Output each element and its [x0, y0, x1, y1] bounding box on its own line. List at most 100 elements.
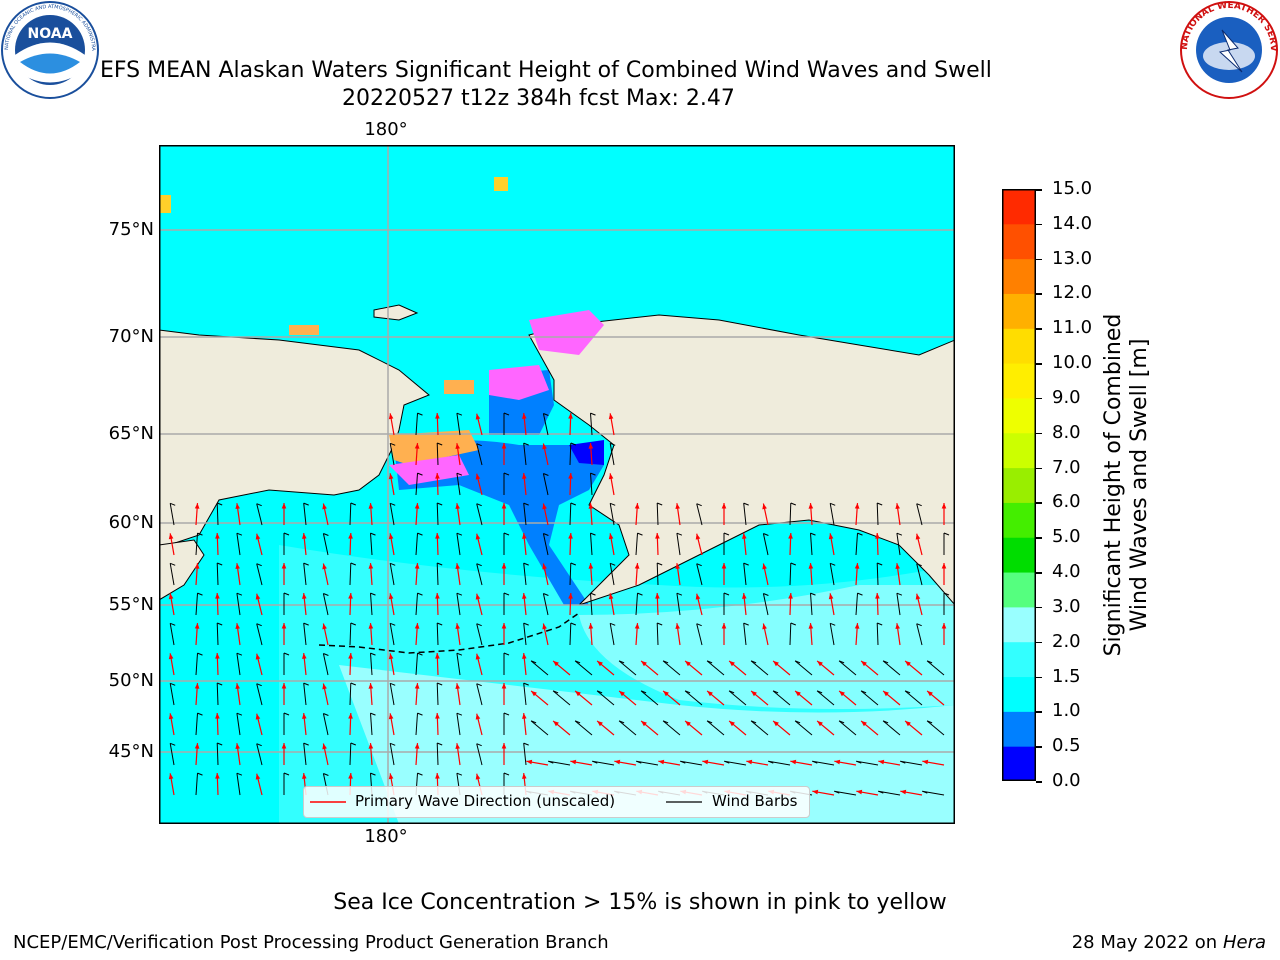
land-wrangel — [373, 304, 419, 321]
colorbar-tick-mark — [1036, 502, 1042, 504]
colorbar-segment — [1002, 258, 1036, 294]
wind-barb — [216, 502, 219, 526]
wind-barb — [349, 502, 352, 526]
wind-barb — [834, 790, 857, 796]
wave-direction-arrowhead — [215, 533, 220, 539]
wave-direction-arrowhead — [568, 533, 573, 539]
wave-direction-arrowhead — [522, 593, 527, 599]
wave-direction-arrowhead — [854, 623, 860, 629]
wave-direction-arrowhead — [475, 413, 481, 420]
wave-direction-arrowhead — [634, 623, 640, 629]
noaa-logo: NOAA NATIONAL OCEANIC AND ATMOSPHERIC AD… — [0, 0, 99, 99]
wind-barb-flag — [303, 742, 309, 746]
map-panel — [159, 145, 955, 824]
wave-direction-arrowhead — [435, 413, 440, 419]
wave-direction-arrowhead — [388, 593, 394, 600]
wind-barb — [216, 682, 219, 706]
wave-direction-arrowhead — [501, 503, 507, 509]
wave-direction-arrowhead — [522, 533, 527, 539]
wave-direction-arrowhead — [941, 503, 947, 509]
wind-barb — [415, 473, 418, 496]
wind-barb-flag — [896, 592, 903, 596]
wave-direction-arrowhead — [588, 503, 594, 509]
wave-direction-arrowhead — [575, 690, 581, 697]
wind-barb-flag — [916, 503, 922, 507]
wind-barb-flag — [217, 502, 223, 506]
wind-barb — [303, 683, 307, 706]
wave-direction-arrowhead — [522, 713, 527, 719]
wave-direction-arrowhead — [522, 413, 527, 419]
wave-direction-arrowhead — [915, 593, 921, 600]
wave-direction-arrowhead — [895, 503, 900, 509]
wave-direction-arrowhead — [368, 563, 374, 569]
wave-direction-arrowhead — [168, 713, 174, 720]
wind-barb — [812, 760, 835, 766]
wind-barb — [829, 563, 835, 586]
wind-barb-flag — [657, 562, 663, 566]
wind-barb — [676, 593, 681, 616]
wind-barb-flag — [657, 502, 663, 506]
wave-direction-arrowhead — [675, 503, 680, 509]
wind-barb-flag — [570, 442, 576, 446]
wave-direction-arrowhead — [817, 720, 823, 727]
wind-barb-flag — [417, 772, 423, 776]
wind-barb-flag — [390, 742, 396, 746]
wind-barb — [349, 622, 352, 646]
wind-barb-flag — [256, 503, 262, 507]
wave-direction-arrowhead — [742, 593, 747, 599]
wind-barb — [750, 720, 769, 736]
wind-barb-flag — [370, 772, 376, 776]
map-legend: Primary Wave Direction (unscaled) Wind B… — [303, 786, 810, 818]
wind-barb — [216, 622, 219, 646]
wind-barb — [743, 503, 747, 526]
wave-direction-arrowhead — [634, 503, 640, 509]
wave-direction-arrowhead — [522, 773, 527, 779]
wind-barb — [926, 660, 945, 676]
wave-direction-arrowhead — [729, 660, 735, 667]
wind-barb-flag — [503, 532, 510, 536]
wind-barb — [370, 533, 373, 556]
wind-barb-flag — [350, 622, 356, 626]
wind-barb-flag — [503, 412, 510, 416]
wind-barb — [303, 563, 307, 586]
wind-barb-flag — [750, 660, 757, 664]
wind-barb — [904, 690, 923, 706]
wave-direction-arrowhead — [522, 653, 527, 659]
wind-barb — [662, 720, 681, 736]
wave-direction-arrowhead — [721, 563, 727, 569]
wave-direction-arrowhead — [721, 503, 727, 509]
wind-barb-flag — [830, 622, 836, 626]
wind-barb — [476, 503, 483, 526]
wind-barb-flag — [596, 690, 603, 694]
wave-direction-arrowhead — [531, 690, 537, 697]
wave-direction-arrowhead — [553, 660, 559, 667]
sea-ice-pink-edge — [389, 455, 469, 485]
wave-direction-arrowhead — [685, 660, 691, 667]
wave-direction-arrowhead — [634, 563, 640, 569]
wind-barb — [389, 443, 395, 466]
wave-direction-arrowhead — [614, 759, 621, 765]
wave-direction-arrowhead — [348, 593, 353, 599]
wave-direction-arrowhead — [501, 623, 507, 629]
wave-direction-arrowhead — [455, 563, 460, 569]
wind-barb — [436, 622, 439, 646]
colorbar-tick-mark — [1036, 189, 1042, 191]
wave-direction-arrowhead — [597, 660, 603, 667]
wind-barb — [829, 623, 835, 646]
wind-barb-flag — [896, 532, 903, 536]
wind-barb-flag — [303, 562, 309, 566]
wind-barb — [530, 660, 549, 676]
wind-barb-flag — [763, 533, 769, 536]
wind-barb-flag — [610, 502, 616, 506]
wind-barb — [635, 533, 638, 556]
wave-direction-arrowhead — [388, 533, 394, 540]
wind-barb-flag — [794, 660, 801, 664]
wind-barb-flag — [696, 563, 702, 567]
colorbar-tick-mark — [1036, 641, 1042, 644]
vector-field — [168, 412, 950, 796]
wind-barb — [523, 623, 527, 646]
wave-direction-arrowhead — [255, 713, 261, 720]
wind-barb — [896, 533, 901, 556]
wind-barb — [810, 533, 813, 556]
wind-barb — [195, 653, 198, 676]
